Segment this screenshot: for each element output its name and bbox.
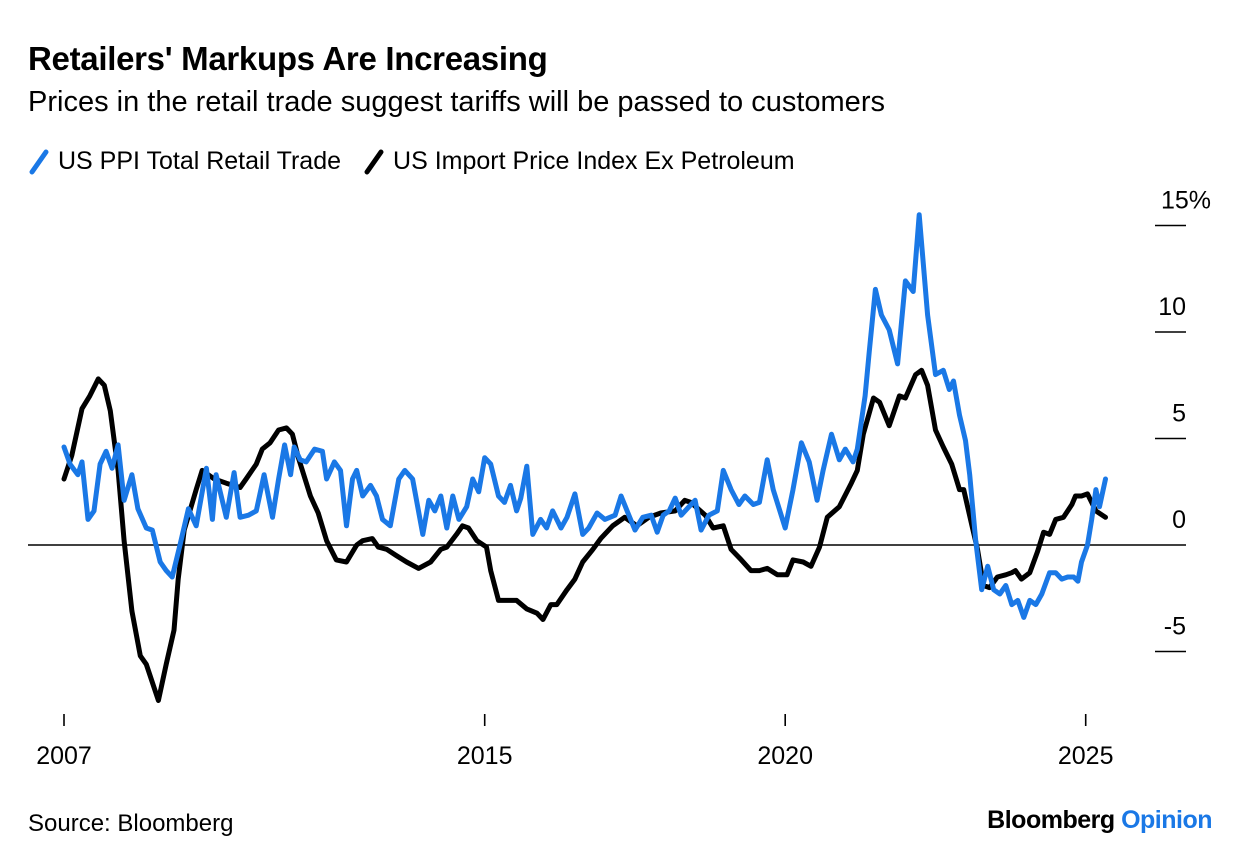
logo-product: Opinion	[1121, 806, 1212, 834]
legend-swatch-blue-icon	[29, 149, 49, 174]
y-tick-label: 10	[1158, 293, 1186, 321]
chart-title: Retailers' Markups Are Increasing	[28, 40, 548, 77]
y-tick-label: 0	[1172, 506, 1186, 534]
legend-item-ppi-retail: US PPI Total Retail Trade	[28, 147, 341, 176]
legend-label: US PPI Total Retail Trade	[58, 147, 342, 175]
y-tick-label: 15%	[1161, 187, 1211, 215]
bloomberg-opinion-logo: Bloomberg Opinion	[987, 806, 1212, 835]
x-tick-label: 2007	[36, 742, 92, 770]
y-tick-label: -5	[1164, 613, 1186, 641]
source-note: Source: Bloomberg	[28, 810, 234, 837]
x-tick-label: 2025	[1058, 742, 1114, 770]
legend-swatch-black-icon	[364, 149, 384, 174]
logo-brand: Bloomberg	[987, 806, 1115, 834]
legend: US PPI Total Retail Trade US Import Pric…	[28, 147, 817, 176]
x-tick-label: 2020	[757, 742, 813, 770]
series-line-ppi-retail	[61, 212, 1108, 620]
chart-subtitle: Prices in the retail trade suggest tarif…	[28, 86, 885, 118]
legend-item-import-price: US Import Price Index Ex Petroleum	[363, 147, 795, 176]
y-tick-label: 5	[1172, 400, 1186, 428]
x-tick-label: 2015	[457, 742, 513, 770]
legend-label: US Import Price Index Ex Petroleum	[393, 147, 795, 175]
